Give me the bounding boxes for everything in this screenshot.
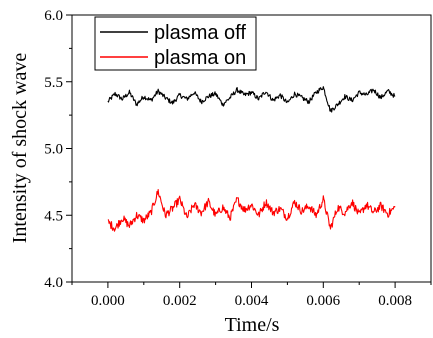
y-tick-label: 4.5 — [44, 208, 63, 224]
x-axis-ticks: 0.000 0.002 0.004 0.006 0.008 — [71, 282, 432, 309]
x-tick-label: 0.004 — [235, 293, 269, 309]
x-tick-label: 0.000 — [91, 293, 125, 309]
legend-label-plasma-on: plasma on — [154, 47, 246, 69]
x-axis-title: Time/s — [225, 314, 280, 336]
y-tick-label: 5.0 — [44, 142, 63, 158]
series-layer — [107, 86, 396, 232]
x-tick-label: 0.002 — [163, 293, 197, 309]
y-tick-label: 6.0 — [44, 8, 63, 24]
x-tick-label: 0.006 — [306, 293, 340, 309]
x-tick-label: 0.008 — [378, 293, 412, 309]
legend: plasma off plasma on — [94, 16, 257, 71]
y-tick-label: 5.5 — [44, 75, 63, 91]
legend-label-plasma-off: plasma off — [154, 22, 246, 44]
y-axis-title: Intensity of shock wave — [9, 53, 31, 244]
series-line-plasma-off — [107, 86, 396, 113]
legend-box — [94, 16, 257, 71]
series-line-plasma-on — [107, 189, 396, 232]
y-axis-ticks: 4.0 4.5 5.0 5.5 6.0 — [44, 8, 72, 291]
y-tick-label: 4.0 — [44, 275, 63, 291]
